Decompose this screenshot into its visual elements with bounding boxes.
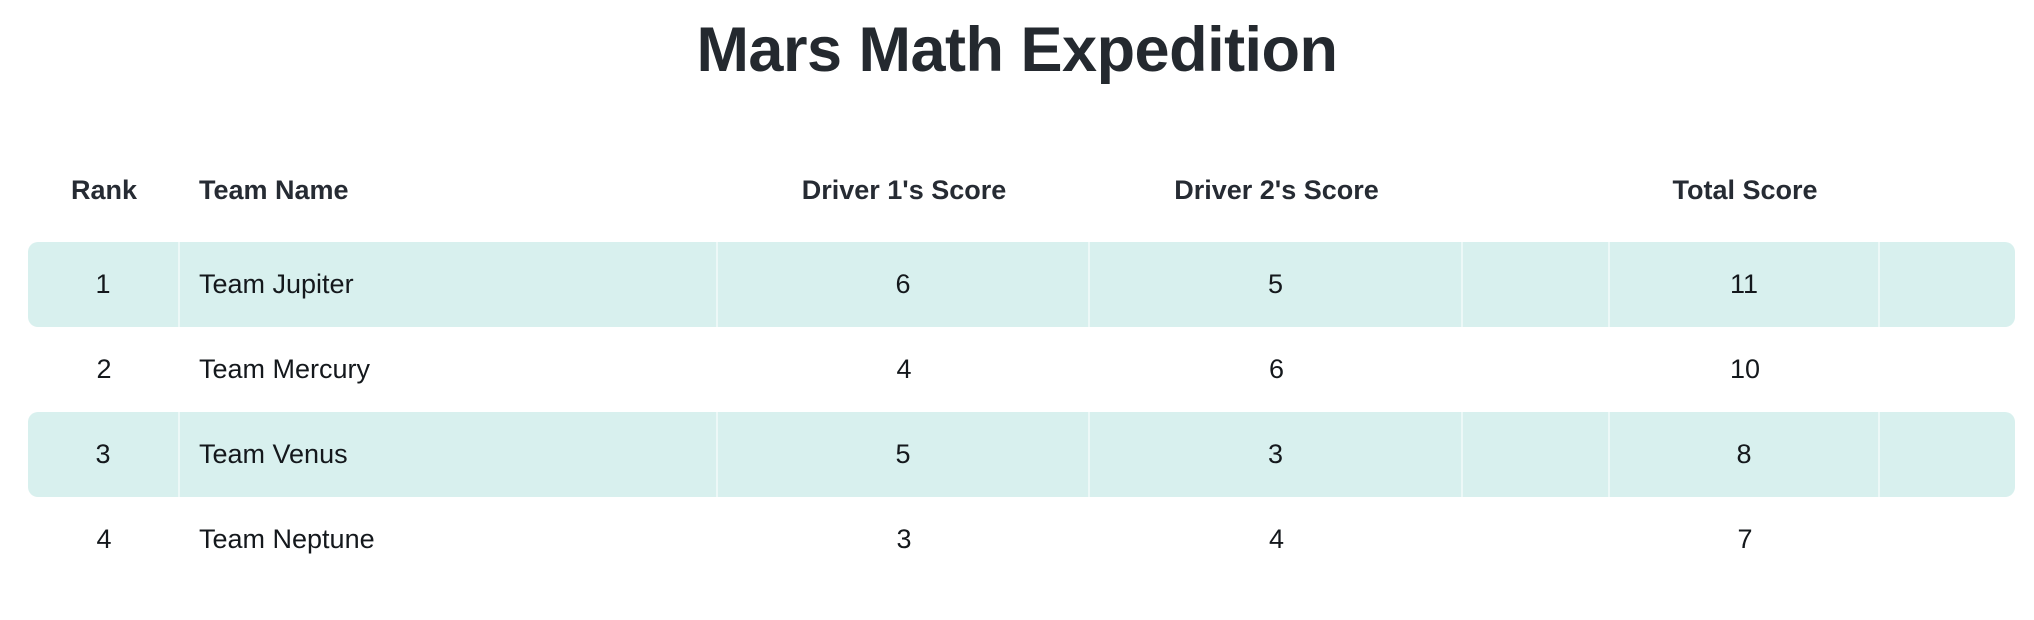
driver1-score-cell: 4 xyxy=(718,327,1090,412)
table-row: 2 Team Mercury 4 6 10 xyxy=(28,327,2015,412)
spacer-cell xyxy=(1463,242,1610,327)
header-rank: Rank xyxy=(28,138,180,242)
driver2-score-cell: 6 xyxy=(1090,327,1463,412)
total-score-cell: 11 xyxy=(1610,242,1880,327)
header-driver2-score: Driver 2's Score xyxy=(1090,138,1463,242)
driver2-score-cell: 3 xyxy=(1090,412,1463,497)
table-header-row: Rank Team Name Driver 1's Score Driver 2… xyxy=(28,138,2015,242)
spacer-cell xyxy=(1463,412,1610,497)
header-driver1-score: Driver 1's Score xyxy=(718,138,1090,242)
rank-cell: 4 xyxy=(28,497,180,582)
spacer-cell xyxy=(1880,412,2015,497)
rank-cell: 2 xyxy=(28,327,180,412)
header-spacer xyxy=(1880,138,2015,242)
driver1-score-cell: 3 xyxy=(718,497,1090,582)
leaderboard-table: Rank Team Name Driver 1's Score Driver 2… xyxy=(28,138,2015,582)
table-row: 3 Team Venus 5 3 8 xyxy=(28,412,2015,497)
team-name-cell: Team Neptune xyxy=(180,497,718,582)
header-team-name: Team Name xyxy=(180,138,718,242)
table-row: 4 Team Neptune 3 4 7 xyxy=(28,497,2015,582)
rank-cell: 1 xyxy=(28,242,180,327)
spacer-cell xyxy=(1880,497,2015,582)
page: Mars Math Expedition Rank Team Name Driv… xyxy=(0,14,2034,582)
team-name-cell: Team Venus xyxy=(180,412,718,497)
driver1-score-cell: 6 xyxy=(718,242,1090,327)
driver1-score-cell: 5 xyxy=(718,412,1090,497)
team-name-cell: Team Jupiter xyxy=(180,242,718,327)
total-score-cell: 8 xyxy=(1610,412,1880,497)
table-row: 1 Team Jupiter 6 5 11 xyxy=(28,242,2015,327)
total-score-cell: 7 xyxy=(1610,497,1880,582)
header-total-score: Total Score xyxy=(1610,138,1880,242)
team-name-cell: Team Mercury xyxy=(180,327,718,412)
spacer-cell xyxy=(1880,242,2015,327)
total-score-cell: 10 xyxy=(1610,327,1880,412)
spacer-cell xyxy=(1880,327,2015,412)
spacer-cell xyxy=(1463,497,1610,582)
spacer-cell xyxy=(1463,327,1610,412)
driver2-score-cell: 5 xyxy=(1090,242,1463,327)
page-title: Mars Math Expedition xyxy=(696,15,1338,85)
rank-cell: 3 xyxy=(28,412,180,497)
driver2-score-cell: 4 xyxy=(1090,497,1463,582)
header-spacer xyxy=(1463,138,1610,242)
